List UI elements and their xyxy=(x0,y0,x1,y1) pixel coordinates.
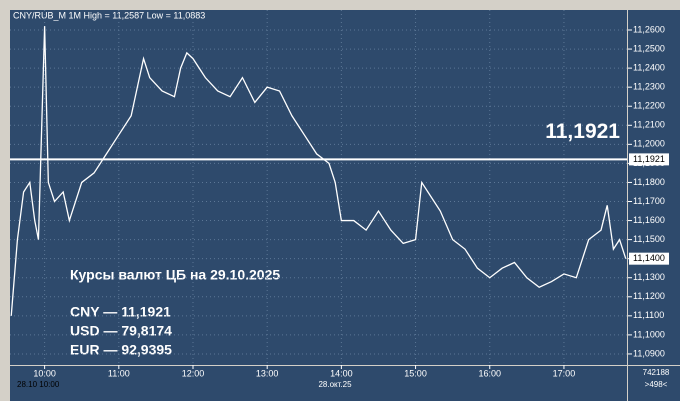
last-tag-label: 11,1400 xyxy=(633,253,665,263)
x-tick-label: 12:00 xyxy=(182,368,205,378)
y-tick-label: 11,1300 xyxy=(633,272,665,282)
annotation-line: CNY — 11,1921 xyxy=(70,304,171,320)
x-start-label: 28.10 10:00 xyxy=(17,380,60,389)
x-tick-label: 14:00 xyxy=(330,368,353,378)
y-tick-label: 11,1000 xyxy=(633,329,665,339)
corner-panel xyxy=(628,366,680,401)
y-tick-label: 11,0900 xyxy=(633,348,665,358)
annotation-line: EUR — 92,9395 xyxy=(70,342,172,358)
y-tick-label: 11,2200 xyxy=(633,101,665,111)
level-tag xyxy=(629,153,669,166)
y-tick-label: 11,2500 xyxy=(633,43,665,53)
y-tick-label: 11,1100 xyxy=(633,310,664,320)
y-axis-panel xyxy=(628,10,680,365)
y-tick-label: 11,1700 xyxy=(633,196,665,206)
date-label: 28.окт.25 xyxy=(318,380,352,389)
annotation-line: USD — 79,8174 xyxy=(70,323,172,339)
chart-title: CNY/RUB_M 1M High = 11,2587 Low = 11,088… xyxy=(13,10,205,20)
y-tick-label: 11,2000 xyxy=(633,139,665,149)
y-tick-label: 11,2400 xyxy=(633,62,665,72)
y-tick-label: 11,2300 xyxy=(633,82,665,92)
x-axis-panel xyxy=(10,366,627,401)
y-tick-label: 11,1600 xyxy=(633,215,665,225)
level-big-label: 11,1921 xyxy=(545,120,620,143)
y-tick-label: 11,1800 xyxy=(633,177,665,187)
x-tick-label: 17:00 xyxy=(553,368,576,378)
last-tag xyxy=(629,252,669,265)
y-tick-label: 11,1500 xyxy=(633,234,665,244)
price-line xyxy=(10,26,627,316)
footer-2: >498< xyxy=(645,380,668,389)
plot-area xyxy=(10,10,627,365)
x-tick-label: 13:00 xyxy=(256,368,279,378)
annotation-title: Курсы валют ЦБ на 29.10.2025 xyxy=(70,267,280,283)
x-tick-label: 10:00 xyxy=(33,368,56,378)
level-tag-label: 11,1921 xyxy=(633,154,665,164)
y-tick-label: 11,2600 xyxy=(633,24,665,34)
x-tick-label: 15:00 xyxy=(404,368,427,378)
x-tick-label: 11:00 xyxy=(108,368,130,378)
y-tick-label: 11,1200 xyxy=(633,291,665,301)
x-tick-label: 16:00 xyxy=(478,368,501,378)
y-tick-label: 11,2100 xyxy=(633,120,665,130)
footer-1: 742188 xyxy=(643,368,670,377)
